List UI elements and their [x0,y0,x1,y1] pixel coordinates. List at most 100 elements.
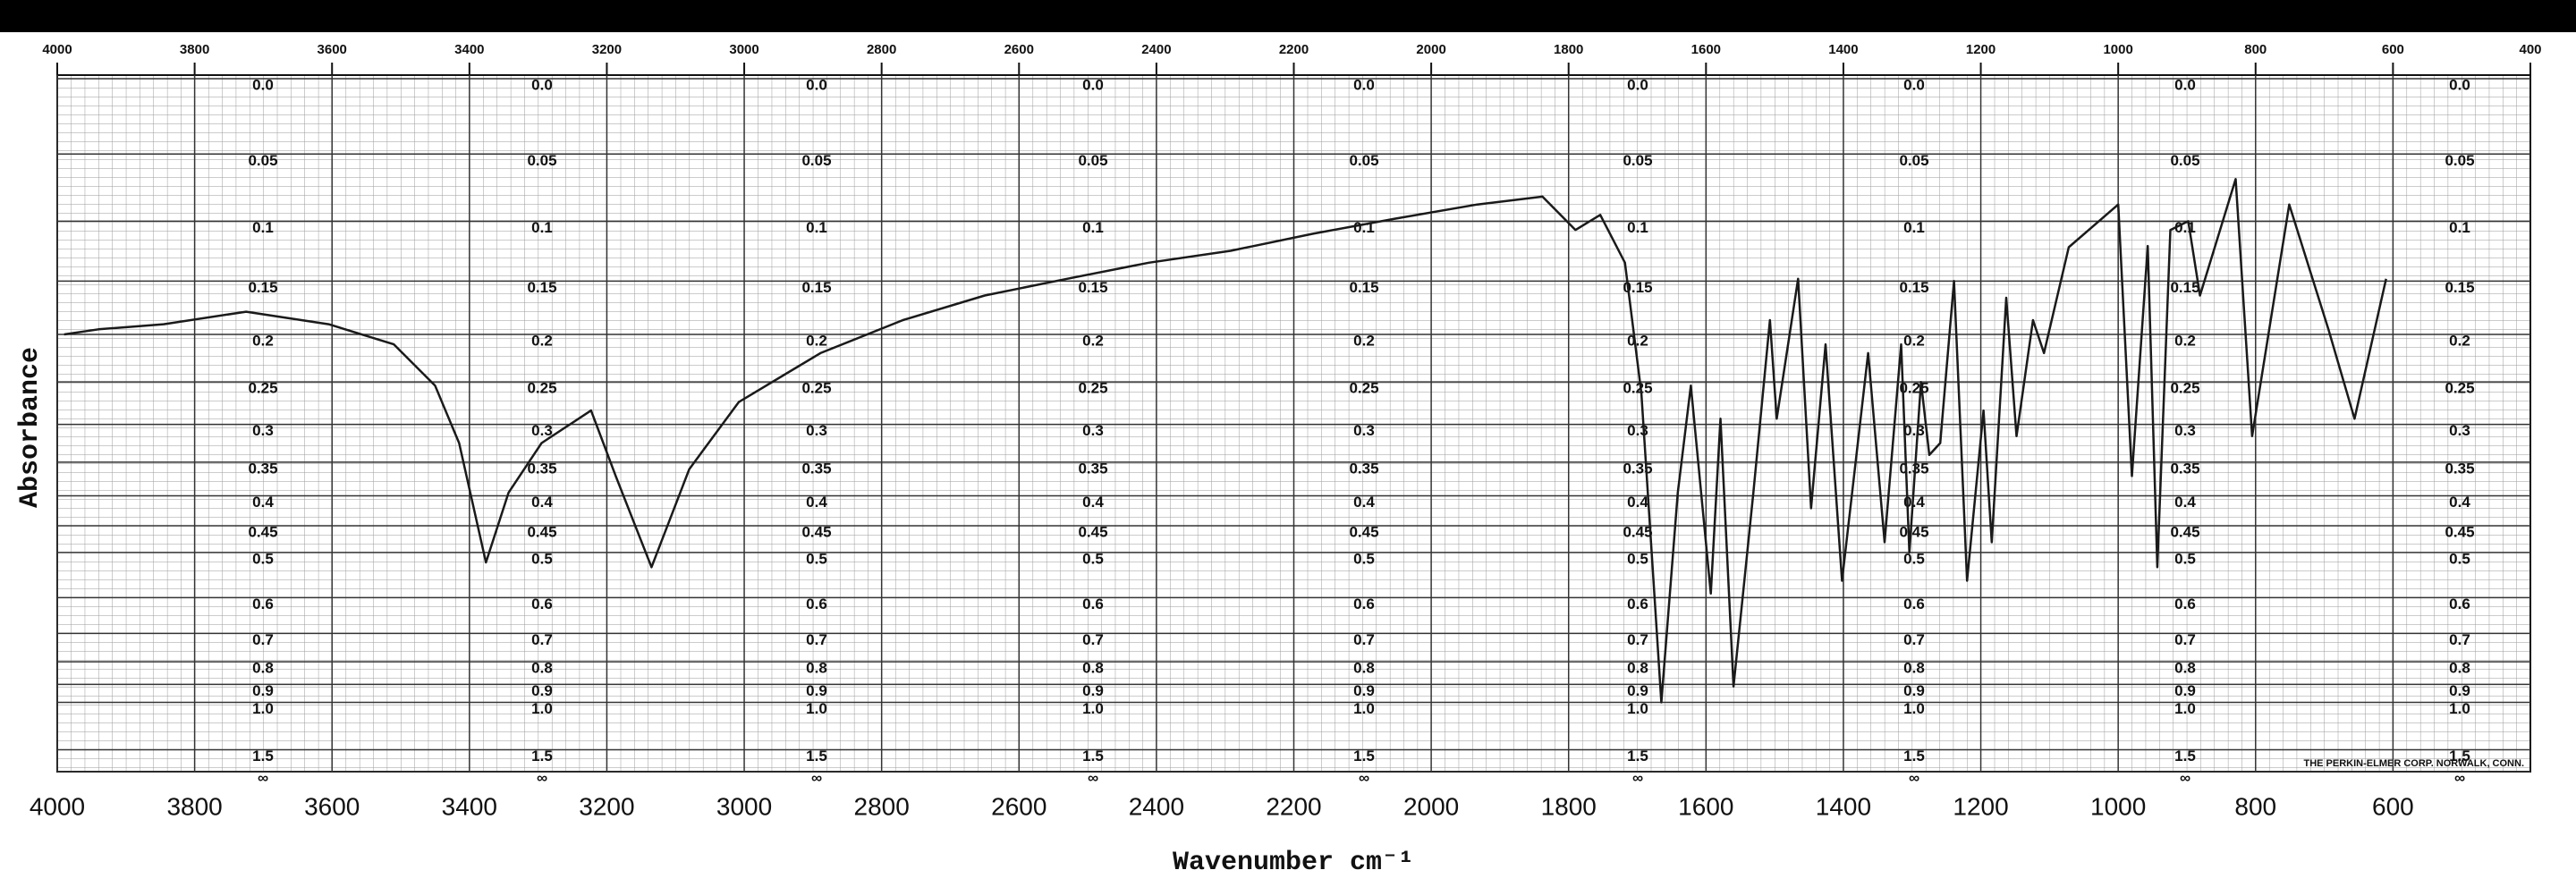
y-tick-label: 0.1 [1353,219,1375,236]
y-tick-label: 0.45 [527,524,556,541]
x-tick-label: 2600 [991,792,1046,820]
x-tick-label: 2400 [1129,792,1184,820]
y-tick-label: 0.1 [1082,219,1104,236]
y-tick-label: 0.2 [2449,332,2470,349]
y-tick-label: 1.5 [1903,748,1925,765]
y-tick-label: 0.15 [1078,279,1107,296]
y-tick-label: 0.2 [531,332,553,349]
y-tick-label: 1.5 [1627,748,1648,765]
y-tick-label: 0.2 [252,332,274,349]
y-tick-label: 0.3 [1082,422,1104,439]
y-tick-label: 0.1 [1903,219,1925,236]
y-tick-label: 0.3 [252,422,274,439]
x-tick-label: 3800 [166,792,222,820]
y-tick-label: 1.0 [1627,700,1648,717]
y-tick-label: 0.45 [2445,524,2474,541]
y-tick-label: 0.25 [2170,380,2199,397]
y-tick-label: 0.8 [1627,660,1648,677]
y-tick-label: ∞ [2180,769,2190,786]
y-tick-label: 0.1 [252,219,274,236]
top-tick-label: 1600 [1691,42,1721,57]
y-tick-label: 1.5 [1353,748,1375,765]
y-tick-label: 1.0 [1082,700,1104,717]
y-tick-label: ∞ [1909,769,1919,786]
top-tick-label: 2800 [867,42,896,57]
y-tick-label: 0.8 [1082,660,1104,677]
y-tick-label: 0.3 [1353,422,1375,439]
top-tick-label: 1400 [1828,42,1858,57]
y-tick-label: 0.8 [531,660,553,677]
y-tick-label: 0.35 [248,460,277,477]
y-tick-label: 0.15 [2445,279,2474,296]
y-tick-label: 1.0 [1903,700,1925,717]
y-tick-label: 0.15 [248,279,277,296]
x-tick-label: 2800 [854,792,910,820]
y-tick-label: 0.9 [252,682,274,699]
y-tick-label: 0.8 [1353,660,1375,677]
y-tick-label: 0.45 [2170,524,2199,541]
y-tick-label: 0.5 [2174,550,2196,567]
y-tick-label: 0.6 [2174,596,2196,612]
top-tick-label: 3400 [454,42,484,57]
top-tick-label: 3600 [318,42,347,57]
y-tick-label: 0.5 [531,550,553,567]
top-tick-label: 2000 [1416,42,1445,57]
top-tick-label: 3800 [180,42,209,57]
y-tick-label: 0.35 [1349,460,1378,477]
y-tick-label: 0.9 [1353,682,1375,699]
y-tick-label: 0.1 [2449,219,2470,236]
y-tick-label: 0.6 [1903,596,1925,612]
y-tick-label: 0.05 [527,152,556,169]
y-tick-label: 0.2 [1082,332,1104,349]
y-tick-label: ∞ [1359,769,1369,786]
x-tick-label: 1000 [2090,792,2146,820]
spectrum-line [64,178,2387,704]
top-tick-label: 2600 [1004,42,1034,57]
y-tick-label: 0.1 [806,219,827,236]
y-tick-label: 0.9 [1903,682,1925,699]
x-tick-label: 3000 [716,792,772,820]
y-tick-label: 0.4 [2449,494,2470,511]
y-tick-label: 0.6 [531,596,553,612]
y-tick-label: 1.5 [252,748,274,765]
y-tick-label: 0.4 [252,494,274,511]
y-tick-label: 1.0 [2449,700,2470,717]
y-tick-label: 1.5 [2449,748,2470,765]
y-tick-label: 0.35 [527,460,556,477]
top-band [0,0,2576,32]
y-tick-label: 0.35 [1078,460,1107,477]
y-tick-label: 0.3 [2174,422,2196,439]
y-tick-label: 0.5 [2449,550,2470,567]
y-tick-label: 0.3 [806,422,827,439]
y-tick-label: 0.7 [806,631,827,648]
top-tick-label: 1200 [1966,42,1996,57]
y-tick-label: 0.5 [1353,550,1375,567]
x-tick-label: 3400 [442,792,497,820]
y-tick-label: 0.5 [1627,550,1648,567]
y-tick-label: 0.7 [1353,631,1375,648]
y-tick-label: 0.8 [252,660,274,677]
y-tick-label: 0.2 [1903,332,1925,349]
x-axis-label: Wavenumber cm⁻¹ [1173,848,1414,878]
y-tick-label: 0.0 [1082,76,1104,93]
y-tick-label: 0.05 [1078,152,1107,169]
y-tick-label: 0.05 [1899,152,1928,169]
y-tick-label: 0.25 [1349,380,1378,397]
y-tick-label: 0.4 [531,494,553,511]
y-tick-label: 0.45 [1349,524,1378,541]
y-tick-label: 0.3 [2449,422,2470,439]
y-tick-label: 0.8 [1903,660,1925,677]
y-tick-label: 0.0 [2174,76,2196,93]
y-tick-label: 0.6 [2449,596,2470,612]
y-tick-label: 0.8 [806,660,827,677]
y-tick-label: 0.15 [1349,279,1378,296]
manufacturer-note: THE PERKIN-ELMER CORP. NORWALK, CONN. [2304,758,2525,769]
y-tick-label: 0.9 [1627,682,1648,699]
y-tick-label: 0.1 [1627,219,1648,236]
y-tick-label: 0.9 [2449,682,2470,699]
y-tick-label: 0.25 [1623,380,1652,397]
y-tick-label: 0.05 [2170,152,2199,169]
x-tick-label: 1800 [1541,792,1597,820]
x-tick-label: 1600 [1678,792,1733,820]
